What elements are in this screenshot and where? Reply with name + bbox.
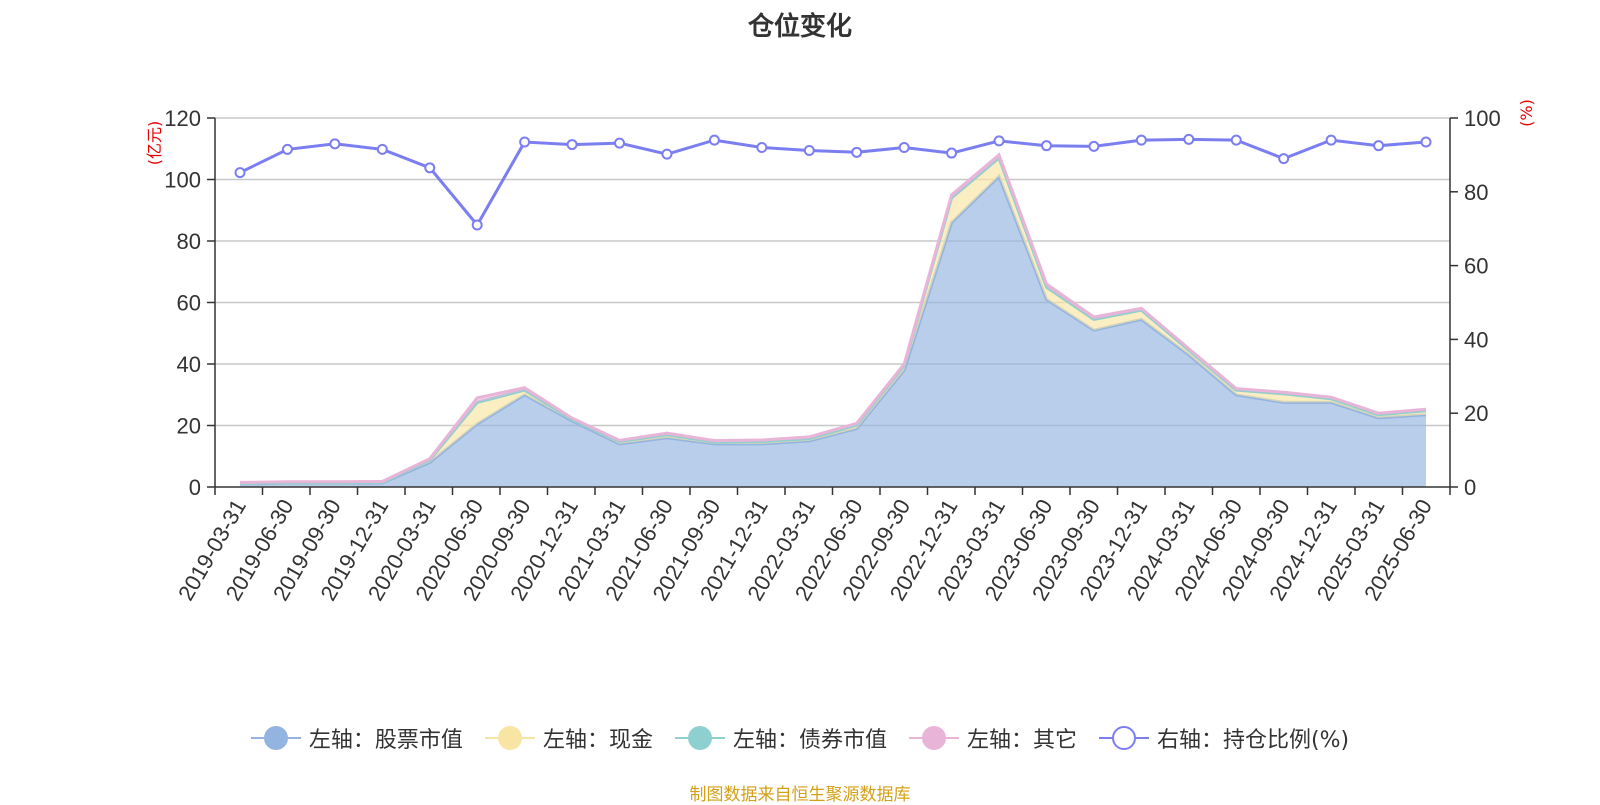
- legend-marker-bond-icon: [674, 726, 725, 750]
- right-tick-label: 100: [1464, 106, 1501, 131]
- ratio-point: [1230, 134, 1242, 146]
- legend-label-ratio: 右轴：持仓比例(%): [1156, 728, 1350, 753]
- ratio-point: [376, 143, 388, 155]
- legend-item-stock[interactable]: 左轴：股票市值: [250, 722, 463, 754]
- ratio-point: [329, 138, 341, 150]
- ratio-point: [1373, 140, 1385, 152]
- legend-label-cash: 左轴：现金: [542, 728, 653, 753]
- legend-marker-other-icon: [908, 726, 959, 750]
- ratio-point: [519, 136, 531, 148]
- right-tick-label: 40: [1464, 327, 1488, 352]
- grid-layer: [215, 117, 1450, 427]
- legend-item-other[interactable]: 左轴：其它: [908, 722, 1077, 754]
- legend-item-cash[interactable]: 左轴：现金: [484, 722, 653, 754]
- area-edge-3: [239, 152, 1427, 484]
- legend-label-bond: 左轴：债券市值: [732, 728, 887, 753]
- ratio-point: [1420, 136, 1432, 148]
- ratio-point: [1325, 134, 1337, 146]
- ratio-point: [708, 134, 720, 146]
- left-tick-label: 60: [177, 291, 201, 316]
- legend: 左轴：股票市值 左轴：现金 左轴：债券市值 左轴：其它 右轴：持仓比例(%): [0, 722, 1600, 754]
- legend-marker-stock-icon: [250, 726, 301, 750]
- ratio-point: [1183, 133, 1195, 145]
- legend-label-other: 左轴：其它: [966, 728, 1077, 753]
- left-tick-label: 20: [177, 414, 201, 439]
- ratio-line: [239, 137, 1427, 228]
- ratio-point: [898, 142, 910, 154]
- ratio-point: [993, 135, 1005, 147]
- area-series-0: [240, 176, 1426, 487]
- legend-item-ratio[interactable]: 右轴：持仓比例(%): [1098, 722, 1350, 754]
- right-tick-label: 80: [1464, 180, 1488, 205]
- ratio-point: [756, 142, 768, 154]
- left-tick-label: 120: [164, 106, 201, 131]
- right-tick-label: 60: [1464, 254, 1488, 279]
- ratio-point: [1278, 153, 1290, 165]
- ratio-point: [1088, 140, 1100, 152]
- left-axis-unit: (亿元): [145, 121, 164, 166]
- area-layer: [239, 152, 1427, 487]
- left-tick-label: 100: [164, 168, 201, 193]
- left-tick-label: 80: [177, 229, 201, 254]
- legend-marker-ratio-icon: [1098, 726, 1149, 750]
- right-tick-label: 20: [1464, 401, 1488, 426]
- ratio-point: [234, 167, 246, 179]
- ratio-point: [471, 219, 483, 231]
- legend-item-bond[interactable]: 左轴：债券市值: [674, 722, 887, 754]
- legend-label-stock: 左轴：股票市值: [308, 728, 463, 753]
- line-layer: [234, 133, 1432, 231]
- ratio-point: [424, 162, 436, 174]
- ratio-point: [281, 143, 293, 155]
- left-tick-label: 40: [177, 352, 201, 377]
- ratio-point: [1040, 140, 1052, 152]
- right-tick-label: 0: [1464, 475, 1476, 500]
- ratio-point: [946, 147, 958, 159]
- ratio-point: [851, 146, 863, 158]
- data-source-credit: 制图数据来自恒生聚源数据库: [689, 785, 911, 805]
- chart-title: 仓位变化: [747, 12, 852, 42]
- ratio-point: [661, 148, 673, 160]
- ratio-point: [566, 139, 578, 151]
- left-tick-label: 0: [189, 475, 201, 500]
- ratio-point: [803, 144, 815, 156]
- ratio-point: [1135, 134, 1147, 146]
- ratio-point: [614, 137, 626, 149]
- legend-marker-cash-icon: [484, 726, 535, 750]
- right-axis-unit: (%): [1517, 99, 1536, 127]
- axis-layer: 0204060801001200204060801002019-03-31201…: [164, 106, 1500, 605]
